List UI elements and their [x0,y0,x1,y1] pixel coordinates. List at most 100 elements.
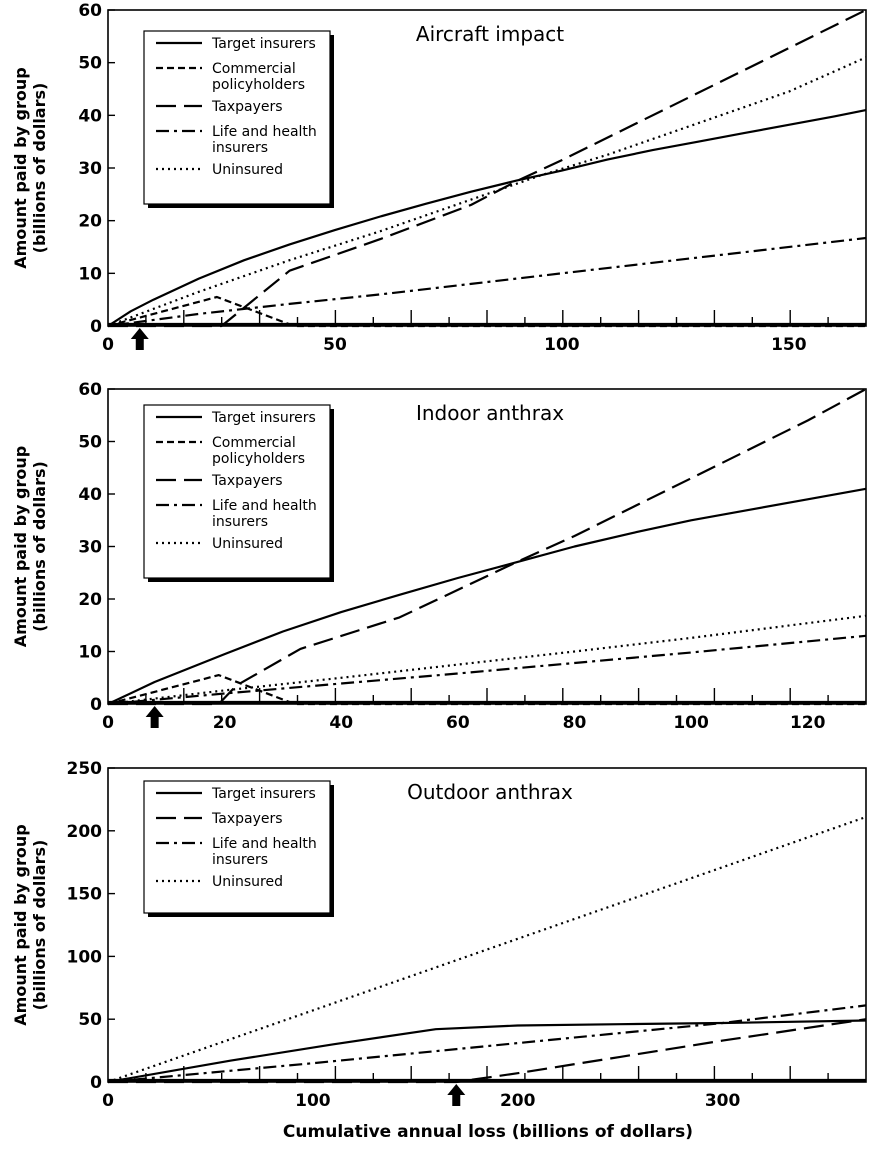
y-tick-label: 200 [67,822,103,842]
x-tick-label: 40 [329,713,353,733]
chart-panel-2: 0 10 20 30 40 50 60 0 20 40 60 80 100 120 Amount paid … [11,380,867,733]
y-tick-label: 50 [78,433,102,453]
x-tick-label: 0 [102,713,114,733]
y-tick-label: 0 [90,317,102,337]
legend-entry: Target insurers [211,410,316,426]
legend-entry-line: Life and health [212,498,317,514]
y-tick-label: 40 [78,106,102,126]
x-tick-label: 100 [673,713,709,733]
legend-entry-line: Taxpayers [211,99,283,115]
legend-entry-line: Uninsured [212,162,283,178]
y-tick-label: 30 [78,538,102,558]
legend-entry-line: insurers [212,514,268,530]
legend-entry-line: Target insurers [211,786,316,802]
chart-panel-1: 0 10 20 30 40 50 60 0 50 100 150 Amount paid by gro… [11,1,867,355]
x-tick-label: 300 [705,1091,741,1111]
legend-entry: Target insurers [211,786,316,802]
legend-entry-line: Commercial [212,61,296,77]
x-axis-label: Cumulative annual loss (billions of doll… [283,1122,693,1142]
x-tick-label: 200 [500,1091,536,1111]
series-line [107,673,866,706]
x-tick-label: 0 [102,335,114,355]
legend: Target insurers Commercial policyholders Ta… [143,404,334,582]
series-line [107,56,867,328]
legend-entry-line: policyholders [212,77,305,93]
x-tick-label: 50 [323,335,347,355]
legend-box [143,404,331,579]
legend-entry-line: Taxpayers [211,811,283,827]
y-tick-label: 40 [78,485,102,505]
y-tick-label: 10 [78,264,102,284]
y-tick-label: 60 [78,1,102,21]
y-tick-label: 50 [78,54,102,74]
x-tick-label: 150 [771,335,807,355]
legend-entry-line: Target insurers [211,410,316,426]
legend-entry: Uninsured [212,874,283,890]
y-tick-label: 0 [90,695,102,715]
y-tick-label: 100 [67,947,103,967]
arrow-marker [130,328,149,350]
y-axis-label-line: (billions of dollars) [30,840,49,1011]
y-tick-label: 50 [78,1010,102,1030]
y-axis-label-line: (billions of dollars) [30,461,49,632]
y-tick-label: 20 [78,590,102,610]
series-line [108,1018,867,1084]
legend-entry-line: policyholders [212,451,305,467]
legend-entry-line: insurers [212,140,268,156]
chart-panel-3: 0 50 100 150 200 250 0 100 200 300 Amount paid by … [11,759,867,1111]
y-axis-label: Amount paid by group(billions of dollars… [11,824,49,1025]
y-tick-label: 250 [67,759,103,779]
x-tick-label: 60 [446,713,470,733]
y-tick-label: 10 [78,643,102,663]
x-tick-label: 0 [102,1091,114,1111]
y-tick-label: 30 [78,159,102,179]
y-tick-label: 0 [90,1073,102,1093]
legend-entry: Taxpayers [211,99,283,115]
legend-entry: Target insurers [211,36,316,52]
panel-title: Indoor anthrax [416,401,564,425]
y-axis-label: Amount paid by group(billions of dollars… [11,446,49,647]
x-tick-label: 100 [295,1091,331,1111]
series-line [108,9,867,328]
y-tick-label: 60 [78,380,102,400]
x-tick-label: 20 [213,713,237,733]
legend-entry: Commercial policyholders [212,61,305,93]
y-axis-label-line: (billions of dollars) [30,83,49,254]
series-line [107,815,867,1084]
legend-entry-line: Uninsured [212,874,283,890]
series-line [107,487,867,705]
y-axis-label: Amount paid by group(billions of dollars… [11,67,49,268]
legend-entry: Taxpayers [211,473,283,489]
legend-entry: Uninsured [212,536,283,552]
series-line [107,109,867,327]
x-tick-label: 100 [544,335,580,355]
legend-entry-line: insurers [212,852,268,868]
series-line [107,236,867,328]
panel-title: Outdoor anthrax [407,780,573,804]
series-line [107,1019,867,1084]
x-tick-label: 120 [790,713,826,733]
legend-entry-line: Life and health [212,836,317,852]
legend-entry-line: Taxpayers [211,473,283,489]
legend: Target insurers Commercial policyholders Ta… [143,30,334,208]
panel-title: Aircraft impact [416,22,564,46]
legend: Target insurers Taxpayers Life and health i… [143,780,334,917]
y-axis-label-line: Amount paid by group [11,446,30,647]
legend-box [143,30,331,205]
series-line [107,295,866,328]
legend-entry-line: Uninsured [212,536,283,552]
legend-entry: Life and health insurers [212,836,317,868]
x-tick-label: 80 [563,713,587,733]
legend-entry: Uninsured [212,162,283,178]
y-tick-label: 150 [67,885,103,905]
legend-entry: Life and health insurers [212,498,317,530]
legend-entry-line: Life and health [212,124,317,140]
y-axis-label-line: Amount paid by group [11,824,30,1025]
y-axis-label-line: Amount paid by group [11,67,30,268]
legend-entry: Commercial policyholders [212,435,305,467]
arrow-marker [447,1084,466,1106]
series-line [107,1004,867,1084]
legend-entry-line: Commercial [212,435,296,451]
